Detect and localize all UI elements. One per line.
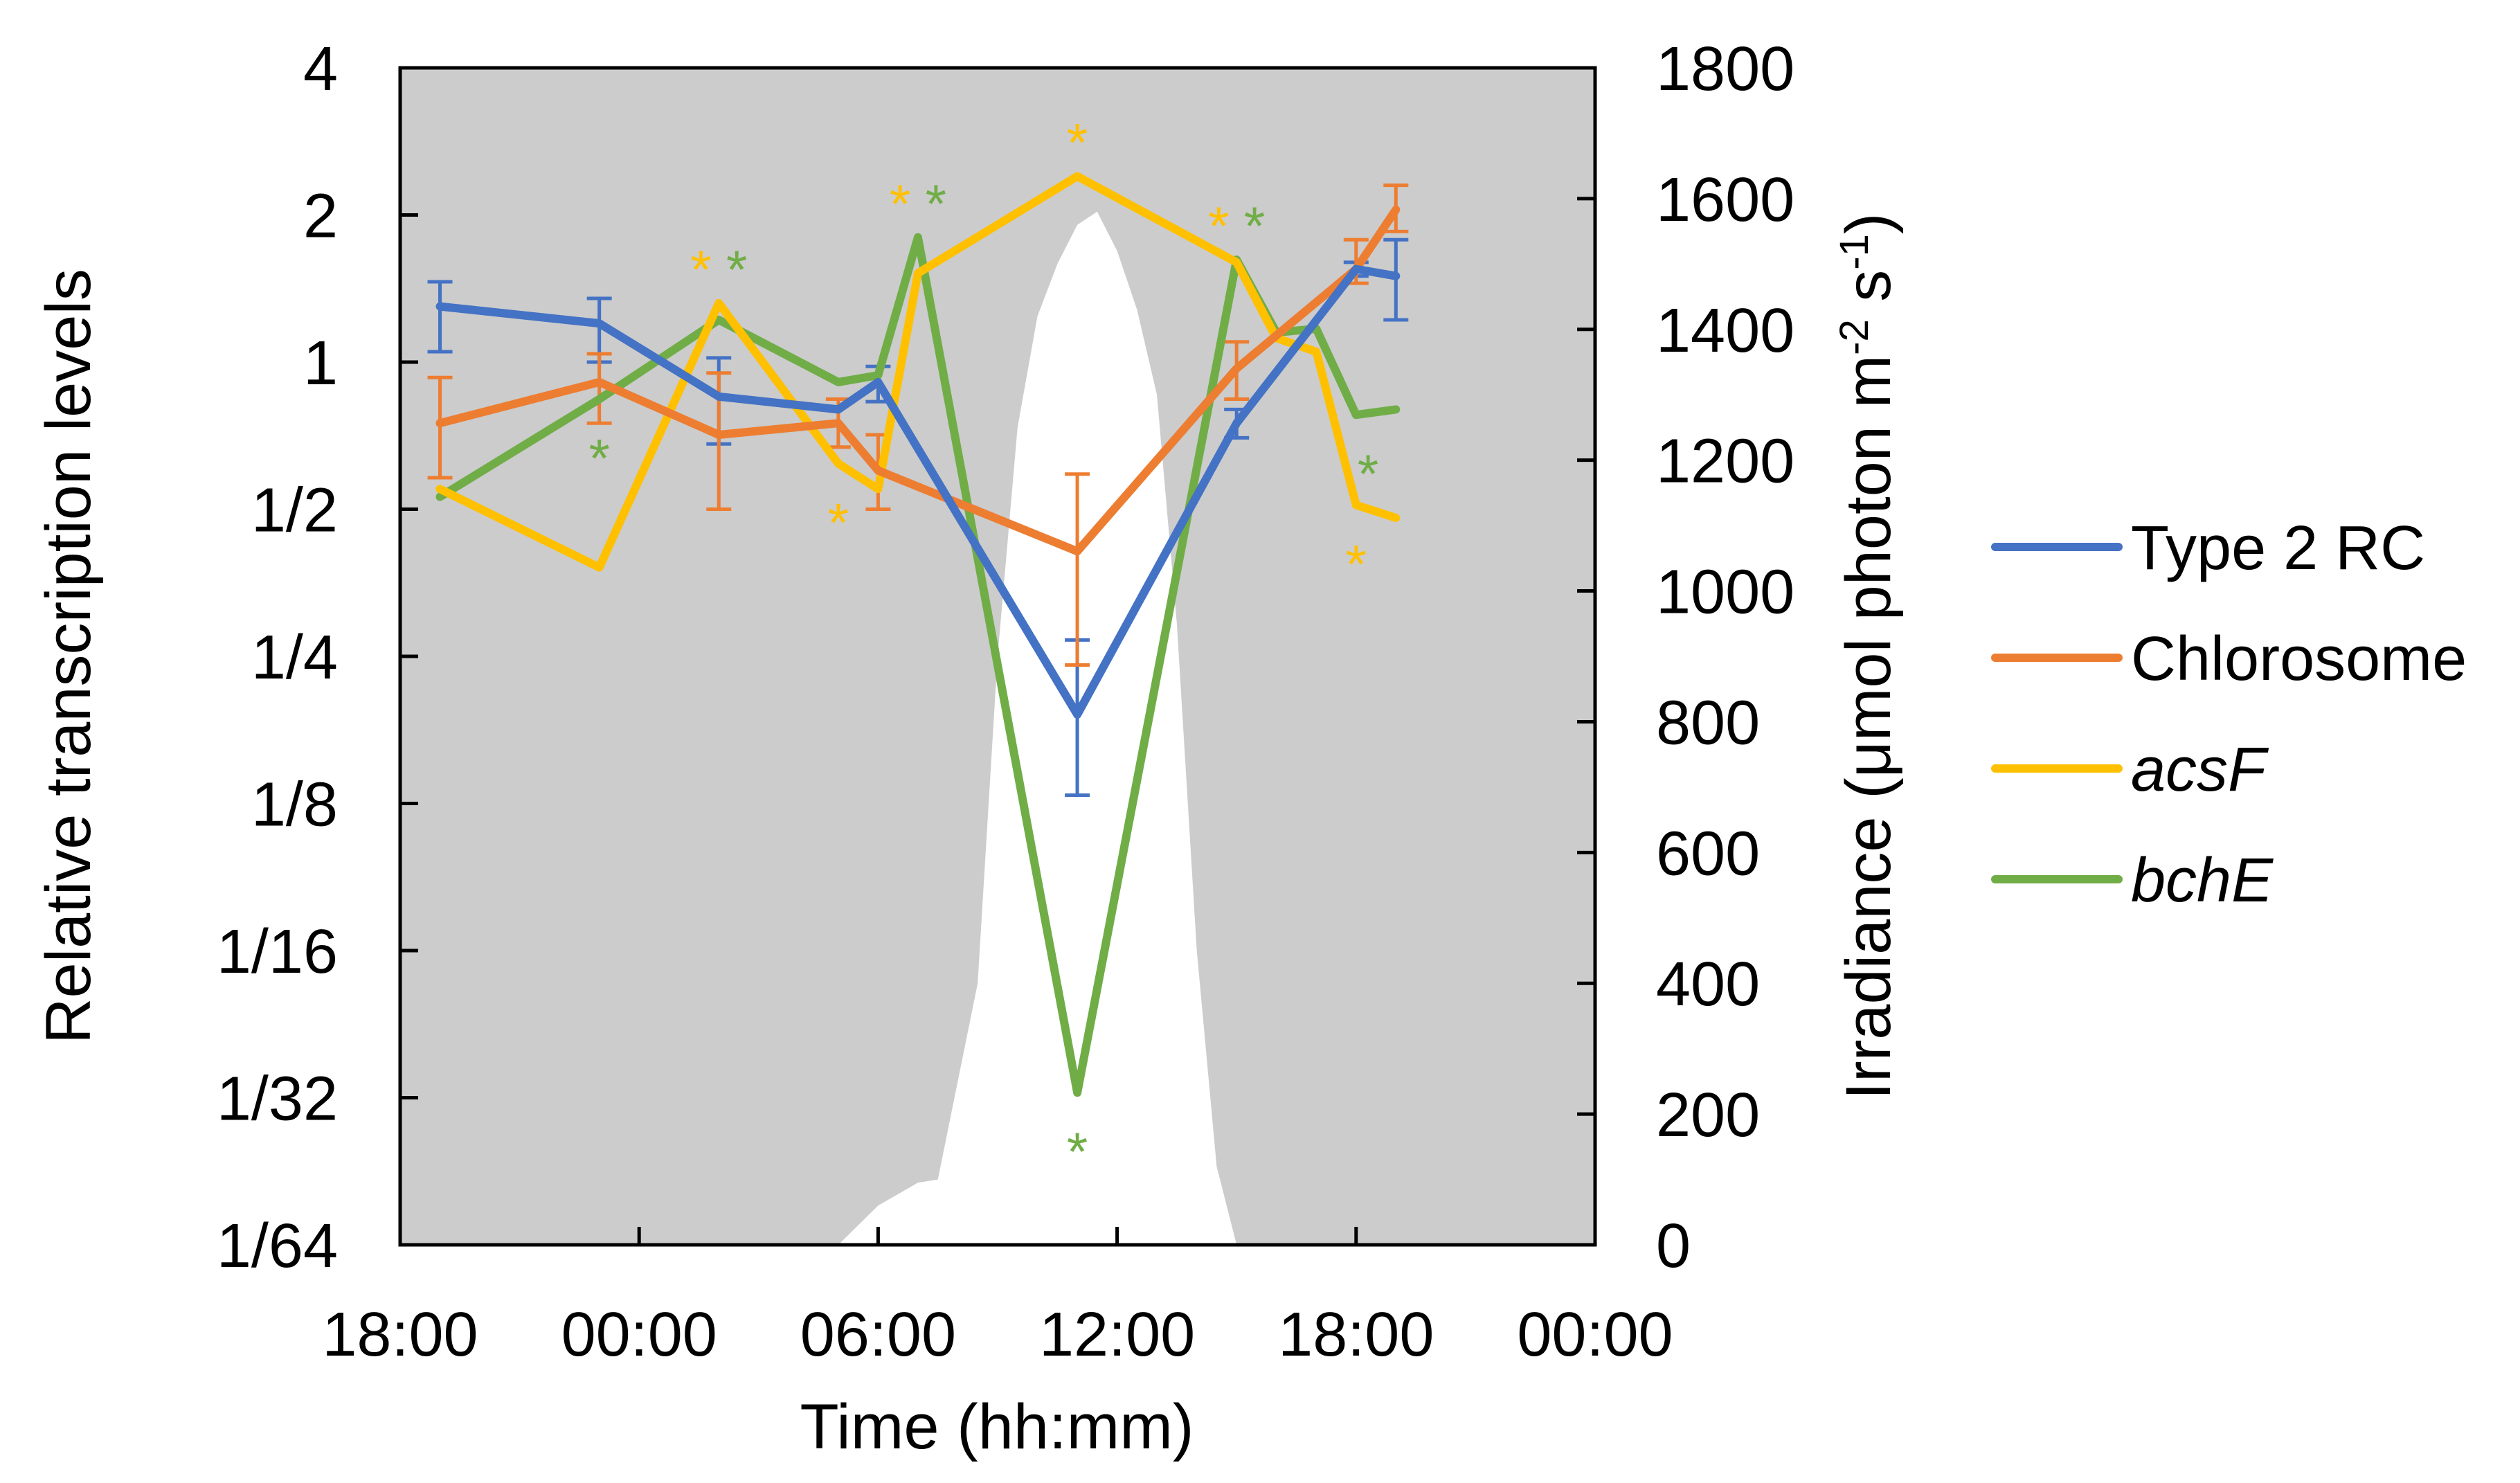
asterisk: * — [1244, 195, 1265, 256]
y-tick-label: 1/32 — [217, 1065, 338, 1134]
y2-axis-title: Irradiance (μmol photon m-2 s-1) — [1832, 213, 1904, 1099]
y-tick-marks — [400, 213, 418, 1099]
y-tick-labels: 4 2 1 1/2 1/4 1/8 1/16 1/32 1/64 — [217, 35, 338, 1281]
y-tick-label: 4 — [303, 35, 338, 104]
x-tick-label: 06:00 — [800, 1300, 956, 1369]
irradiance-area — [400, 211, 1595, 1245]
y2-tick-label: 1800 — [1656, 35, 1794, 104]
series-line-bche — [435, 233, 1401, 1097]
y-axis-title: Relative transcription levels — [33, 269, 104, 1044]
y2-tick-label: 0 — [1656, 1212, 1691, 1281]
y2-axis-title-sup1: -2 — [1832, 319, 1877, 355]
y-tick-label: 1/8 — [251, 771, 338, 840]
y2-tick-label: 200 — [1656, 1081, 1760, 1150]
series-line-acsf — [435, 172, 1401, 572]
y2-tick-label: 800 — [1656, 688, 1760, 757]
y2-axis-title-sup2: -1 — [1832, 234, 1877, 270]
y2-tick-label: 1400 — [1656, 296, 1794, 366]
asterisk: * — [690, 239, 711, 300]
y2-tick-label: 1000 — [1656, 558, 1794, 627]
x-tick-label: 00:00 — [1517, 1300, 1673, 1369]
asterisk: * — [1346, 533, 1367, 594]
asterisk: * — [1208, 195, 1229, 256]
legend-label: bchE — [2131, 846, 2274, 915]
y2-tick-label: 1600 — [1656, 165, 1794, 235]
series-line-type-2-rc — [435, 264, 1401, 719]
x-axis-title: Time (hh:mm) — [800, 1392, 1194, 1462]
y-tick-label: 1/4 — [251, 623, 338, 692]
asterisk: * — [1358, 443, 1378, 504]
y2-tick-marks — [1577, 197, 1595, 1116]
legend-label: Type 2 RC — [2131, 514, 2425, 583]
error-bars — [427, 183, 1409, 797]
asterisk: * — [1067, 112, 1088, 173]
asterisk: * — [890, 173, 910, 234]
x-tick-marks — [398, 1227, 1597, 1245]
asterisk: * — [588, 427, 609, 488]
y2-axis-title-main: Irradiance (μmol photon m — [1833, 355, 1904, 1100]
legend: Type 2 RC Chlorosome acsF bchE — [1991, 514, 2467, 915]
x-tick-label: 18:00 — [1278, 1300, 1434, 1369]
y2-tick-label: 400 — [1656, 950, 1760, 1019]
series-lines — [435, 172, 1401, 1097]
asterisk: * — [726, 239, 747, 300]
y-tick-label: 2 — [303, 182, 338, 251]
y-tick-label: 1 — [303, 329, 338, 398]
y2-tick-label: 1200 — [1656, 427, 1794, 496]
y2-tick-labels: 1800 1600 1400 1200 1000 800 600 400 200 0 — [1656, 35, 1794, 1281]
x-tick-label: 00:00 — [561, 1300, 717, 1369]
series-line-chlorosome — [435, 205, 1401, 556]
legend-label: acsF — [2131, 735, 2269, 805]
asterisk: * — [828, 492, 849, 553]
x-tick-labels: 18:00 00:00 06:00 12:00 18:00 00:00 — [322, 1300, 1673, 1369]
x-tick-label: 18:00 — [322, 1300, 478, 1369]
y2-axis-title-end: ) — [1833, 213, 1904, 234]
significance-asterisks: ** *** **** *** — [588, 112, 1378, 1183]
asterisk: * — [926, 173, 946, 234]
x-tick-label: 12:00 — [1039, 1300, 1195, 1369]
y2-axis-title-mid: s — [1833, 270, 1904, 320]
asterisk: * — [1067, 1121, 1088, 1182]
y-tick-label: 1/64 — [217, 1212, 338, 1281]
y-tick-label: 1/16 — [217, 917, 338, 987]
y-tick-label: 1/2 — [251, 476, 338, 546]
legend-label: Chlorosome — [2131, 624, 2467, 694]
y2-tick-label: 600 — [1656, 819, 1760, 888]
